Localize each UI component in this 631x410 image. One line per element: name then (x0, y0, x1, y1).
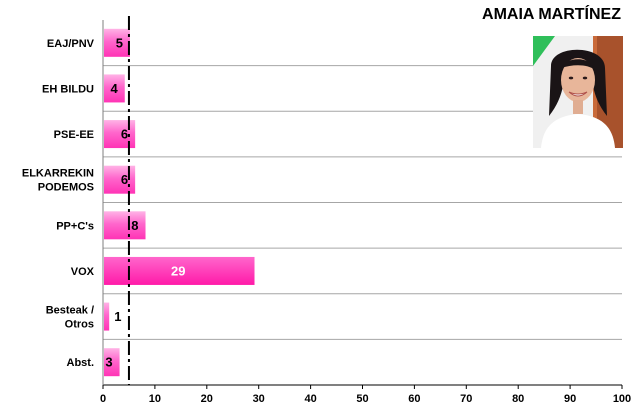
value-labels: 5 4 6 6 8 29 1 3 (105, 35, 185, 369)
value-label: 8 (131, 218, 138, 233)
x-tick-label: 40 (304, 393, 316, 405)
x-tick-label: 50 (356, 393, 368, 405)
bar (104, 74, 125, 103)
x-tick-label: 60 (408, 393, 420, 405)
category-label: ELKARREKIN PODEMOS (22, 168, 94, 194)
x-tick-label: 80 (512, 393, 524, 405)
category-label: PSE-EE (54, 129, 94, 141)
category-label: PP+C's (56, 220, 94, 232)
x-tick-label: 10 (149, 393, 161, 405)
category-label: Abst. (67, 357, 95, 369)
x-tick-label: 0 (100, 393, 106, 405)
category-labels: EAJ/PNV EH BILDU PSE-EE ELKARREKIN PODEMOS PP… (22, 38, 95, 369)
x-tick-label: 100 (613, 393, 631, 405)
x-tick-label: 70 (460, 393, 472, 405)
bar (104, 165, 136, 194)
bar (104, 302, 110, 331)
bar (104, 28, 130, 57)
bar (104, 348, 120, 377)
bar (104, 120, 136, 149)
category-label: VOX (71, 266, 95, 278)
bar (104, 211, 146, 240)
grid-lines (103, 65, 622, 340)
category-label: EH BILDU (42, 83, 94, 95)
x-axis: 0 10 20 30 40 50 60 70 80 90 100 (100, 384, 631, 405)
value-label: 4 (111, 81, 119, 96)
person-name: AMAIA MARTÍNEZ (482, 6, 621, 23)
x-tick-label: 20 (201, 393, 213, 405)
value-label: 6 (121, 127, 128, 142)
x-tick-label: 90 (564, 393, 576, 405)
value-label: 6 (121, 172, 128, 187)
value-label: 29 (171, 263, 185, 278)
x-tick-label: 30 (253, 393, 265, 405)
category-label: Besteak / Otros (46, 305, 94, 331)
value-label: 3 (105, 355, 112, 370)
candidate-photo-icon (533, 36, 623, 148)
category-label: EAJ/PNV (47, 38, 95, 50)
value-label: 1 (114, 309, 121, 324)
value-label: 5 (116, 35, 123, 50)
